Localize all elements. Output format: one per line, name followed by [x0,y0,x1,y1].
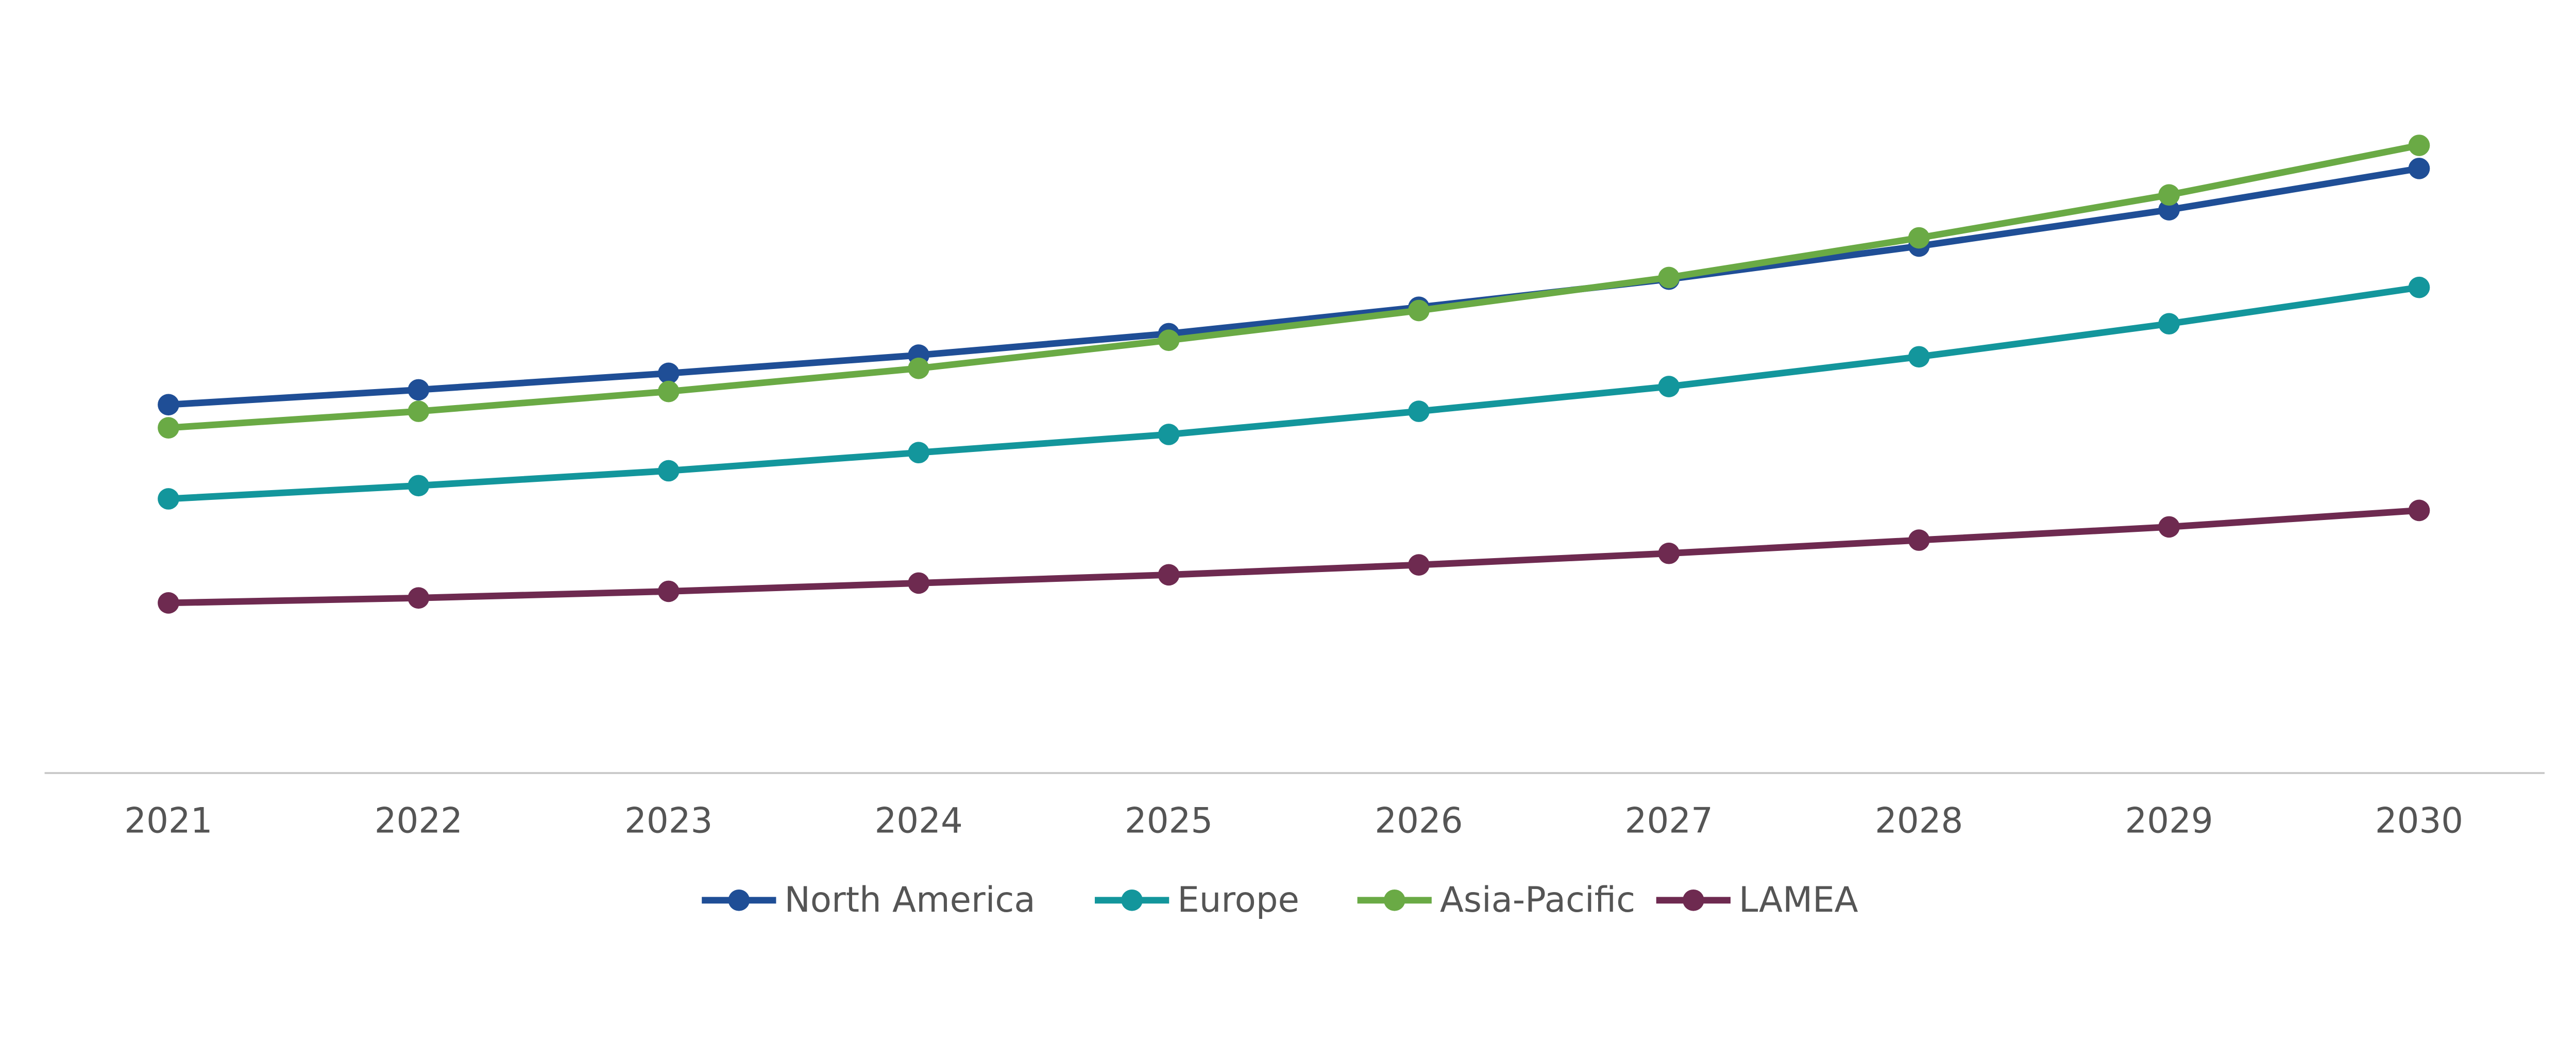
data-point [657,580,680,602]
x-tick-label: 2029 [2125,800,2213,841]
x-tick-label: 2023 [624,800,713,841]
x-tick-label: 2021 [124,800,212,841]
data-point [408,587,430,609]
data-point [1908,227,1930,249]
data-point [408,475,430,497]
data-point [2158,516,2180,538]
line-chart: 2021 2022 2023 2024 2025 2026 2027 2028 2029 2030… [44,135,2545,920]
data-point [158,417,179,439]
series-line [168,165,2420,408]
data-point [657,362,680,384]
data-point [2158,313,2180,335]
data-point [2408,276,2430,298]
data-point [2408,135,2430,156]
data-point [1908,346,1930,368]
data-point [908,572,929,594]
data-point [158,488,179,510]
data-point [2408,499,2430,522]
data-point [657,380,680,402]
x-tick-label: 2027 [1625,800,1713,841]
data-point [1658,542,1680,564]
legend-item: Europe [1095,880,1299,920]
data-point [1408,400,1430,422]
x-tick-labels: 2021 2022 2023 2024 2025 2026 2027 2028 2029 2030 [124,800,2463,841]
data-point [1158,564,1180,586]
data-point [657,460,680,482]
data-point [158,592,179,614]
legend-item: Asia-Pacific [1357,880,1635,920]
data-point [908,357,929,379]
legend-label: Europe [1177,880,1299,920]
series-north-america [158,158,2430,416]
data-point [1658,266,1680,289]
data-point [408,379,430,401]
data-point [2408,158,2430,179]
data-point [1158,329,1180,351]
legend-marker [728,889,750,911]
x-tick-label: 2025 [1125,800,1213,841]
legend-marker [1121,889,1143,911]
data-point [2158,184,2180,206]
legend: North America Europe Asia-Pacific LAMEA [702,880,1858,920]
x-tick-label: 2022 [375,800,463,841]
x-tick-label: 2026 [1375,800,1463,841]
series-line [168,284,2420,502]
legend-marker [1383,889,1405,911]
data-point [408,400,430,422]
series-europe [158,276,2430,510]
x-tick-label: 2024 [874,800,962,841]
legend-label: LAMEA [1739,880,1858,920]
data-point [1158,424,1180,445]
data-point [158,394,179,416]
series-line [168,142,2420,431]
series-group [158,135,2430,614]
data-point [908,442,929,464]
legend-marker [1683,889,1704,911]
data-point [2158,199,2180,221]
legend-label: Asia-Pacific [1440,880,1635,920]
legend-item: North America [702,880,1036,920]
data-point [1408,299,1430,322]
legend-item: LAMEA [1656,880,1858,920]
data-point [1908,529,1930,551]
data-point [1658,376,1680,397]
series-lamea [158,499,2430,614]
data-point [1408,554,1430,576]
series-line [168,507,2419,607]
x-tick-label: 2028 [1875,800,1963,841]
series-asia-pacific [158,135,2430,439]
x-tick-label: 2030 [2375,800,2463,841]
legend-label: North America [784,880,1035,920]
